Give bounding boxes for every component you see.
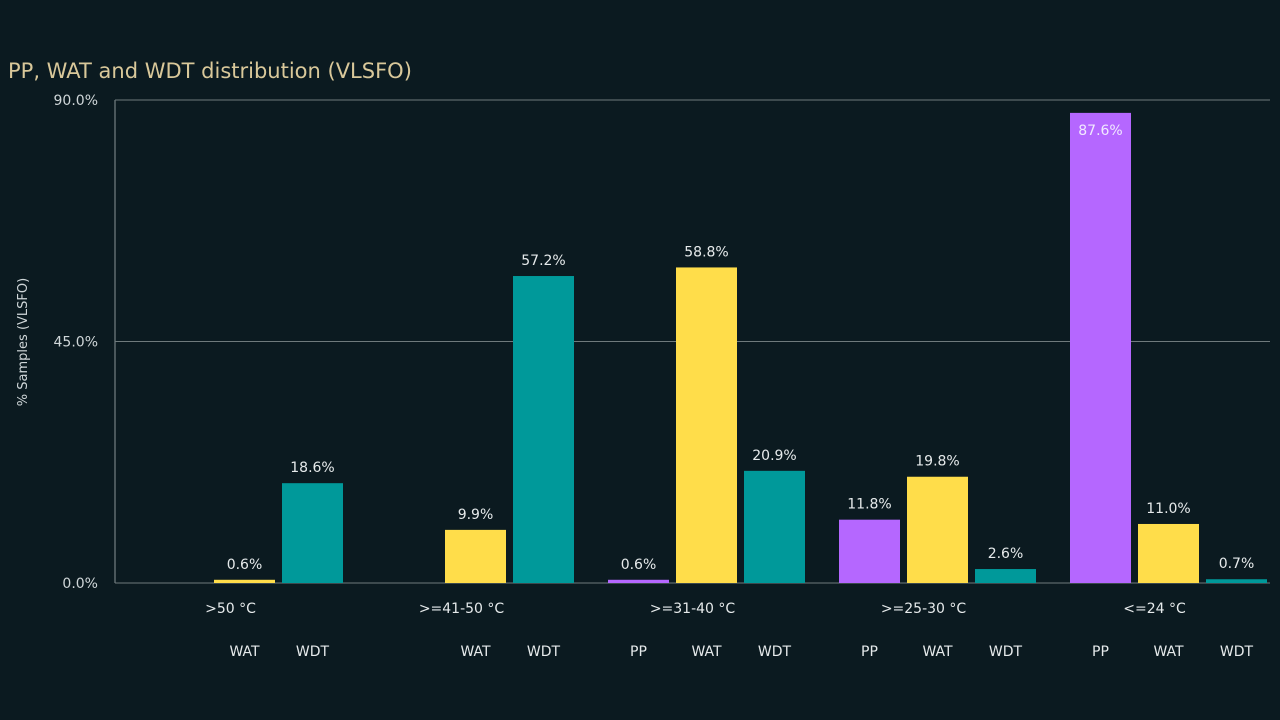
data-label: 0.7% bbox=[1219, 556, 1255, 572]
category-label: <=24 °C bbox=[1123, 601, 1186, 617]
series-label: WDT bbox=[527, 644, 561, 660]
series-label: WAT bbox=[229, 644, 260, 660]
series-label: WAT bbox=[460, 644, 491, 660]
data-label: 2.6% bbox=[988, 546, 1024, 562]
series-label: WAT bbox=[922, 644, 953, 660]
data-label: 18.6% bbox=[290, 460, 334, 476]
chart-title: PP, WAT and WDT distribution (VLSFO) bbox=[8, 59, 412, 83]
series-label: PP bbox=[630, 644, 647, 660]
data-label: 19.8% bbox=[915, 454, 959, 470]
series-label: WAT bbox=[691, 644, 722, 660]
bar-pp bbox=[1070, 112, 1131, 583]
data-label: 20.9% bbox=[752, 448, 796, 464]
series-label: WDT bbox=[296, 644, 330, 660]
data-label: 57.2% bbox=[521, 253, 565, 269]
data-label: 11.0% bbox=[1146, 501, 1190, 517]
bars: >50 °C 0.6% WAT 18.6% WDT >=41-50 °C 9.9% WAT 57… bbox=[205, 112, 1267, 660]
series-label: PP bbox=[1092, 644, 1109, 660]
bar-wdt bbox=[1206, 579, 1267, 583]
bar-wat bbox=[676, 267, 737, 583]
series-label: WDT bbox=[758, 644, 792, 660]
bar-wat bbox=[445, 529, 506, 583]
data-label: 9.9% bbox=[458, 507, 494, 523]
category-label: >=25-30 °C bbox=[881, 601, 967, 617]
category-label: >=31-40 °C bbox=[650, 601, 736, 617]
data-label: 58.8% bbox=[684, 244, 728, 260]
bar-pp bbox=[608, 579, 669, 583]
y-axis-label: % Samples (VLSFO) bbox=[16, 278, 31, 406]
series-label: WAT bbox=[1153, 644, 1184, 660]
bar-wat bbox=[1138, 523, 1199, 583]
series-label: WDT bbox=[989, 644, 1023, 660]
bar-wdt bbox=[744, 470, 805, 583]
bar-wat bbox=[214, 579, 275, 583]
data-label: 11.8% bbox=[847, 497, 891, 513]
data-label: 87.6% bbox=[1078, 123, 1122, 139]
bar-wdt bbox=[282, 483, 343, 583]
category-label: >=41-50 °C bbox=[419, 601, 505, 617]
data-label: 0.6% bbox=[621, 557, 657, 573]
y-tick-label: 90.0% bbox=[54, 93, 98, 109]
data-label: 0.6% bbox=[227, 557, 263, 573]
category-label: >50 °C bbox=[205, 601, 256, 617]
y-tick-label: 0.0% bbox=[62, 576, 98, 592]
series-label: WDT bbox=[1220, 644, 1254, 660]
bar-pp bbox=[839, 519, 900, 583]
series-label: PP bbox=[861, 644, 878, 660]
bar-wdt bbox=[513, 276, 574, 583]
bar-wdt bbox=[975, 569, 1036, 583]
y-tick-label: 45.0% bbox=[54, 335, 98, 351]
bar-wat bbox=[907, 476, 968, 583]
